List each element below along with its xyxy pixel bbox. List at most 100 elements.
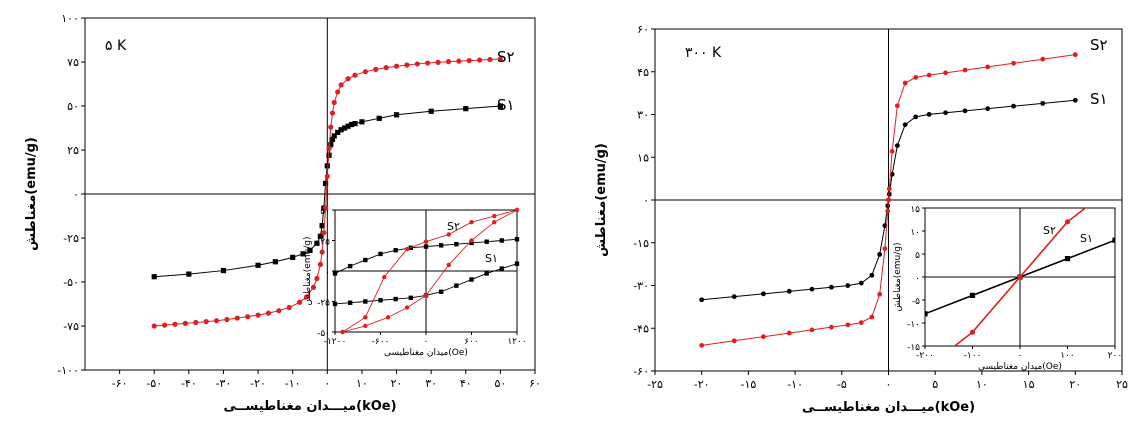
x-tick-label: ۱۰	[356, 377, 368, 390]
series-2-point	[265, 310, 272, 316]
inset-series-1-lower-point	[408, 295, 414, 301]
series-2-point	[335, 89, 341, 95]
series-2-point	[326, 145, 332, 151]
x-axis-label: میدان مغناطیسی(Oe)	[978, 362, 1062, 372]
y-tick-label: -۱۰	[907, 320, 920, 330]
series-label-2: S۲	[497, 48, 515, 66]
series-1-point	[913, 114, 919, 120]
inset-series-1-upper-point	[514, 237, 520, 242]
series-1-point	[869, 272, 875, 278]
series-2-point	[162, 322, 168, 328]
series-2-point	[414, 61, 420, 67]
x-tick-label: -۲۰	[250, 377, 266, 390]
y-axis-label: مغناطش(emu/g)	[303, 236, 313, 305]
series-2-point	[761, 334, 766, 340]
y-tick-label: ۲۵	[320, 238, 330, 248]
y-axis-label: مغناطش(emu/g)	[24, 137, 39, 251]
series-2-point	[1011, 60, 1016, 66]
series-2-point	[885, 208, 891, 214]
series-2-point	[151, 323, 157, 329]
y-tick-label: ۰	[643, 194, 649, 207]
series-1-point	[845, 283, 851, 288]
inset-series-2-upper-point	[469, 220, 474, 225]
y-tick-label: ۵۰	[320, 207, 330, 217]
x-tick-label: -۳۰	[216, 377, 232, 390]
series-2-point	[985, 64, 991, 70]
inset-series-label-2: S۲	[447, 220, 460, 233]
y-tick-label: ۵	[915, 251, 920, 261]
inset-series-2-upper-point	[492, 213, 497, 219]
x-tick-label: ۲۵	[1116, 378, 1128, 391]
x-tick-label: ۰	[424, 337, 429, 347]
inset-series-1-lower-point	[454, 283, 459, 288]
inset-series-1-point	[925, 311, 928, 317]
series-2-point	[845, 322, 851, 328]
series-2-point	[894, 103, 900, 109]
series-2-point	[858, 320, 864, 326]
x-tick-label: -۵	[837, 378, 847, 391]
series-2-point	[699, 342, 705, 348]
series-2-point	[317, 261, 323, 267]
series-2-point	[425, 60, 431, 66]
series-2-point	[877, 291, 883, 297]
inset-series-2-lower-point	[385, 315, 391, 320]
x-tick-label: -۱۰۰	[964, 351, 982, 361]
inset-series-2-upper-point	[446, 232, 451, 237]
inset-series-1-upper-point	[469, 240, 474, 246]
series-2-point	[962, 67, 968, 73]
x-tick-label: ۶۰	[529, 377, 541, 390]
inset-series-1-upper-point	[454, 241, 459, 247]
series-1-point	[307, 247, 313, 253]
series-1-point	[829, 284, 834, 290]
series-2-point	[352, 72, 358, 78]
inset-series-2-upper-point	[382, 274, 387, 280]
series-1-point	[1011, 103, 1016, 109]
x-tick-label: ۱۵	[1023, 378, 1035, 391]
series-2-point	[172, 321, 178, 327]
inset-series-1-upper-point	[438, 243, 444, 248]
series-2-point	[786, 330, 792, 336]
series-1-point	[300, 251, 306, 257]
series-2-point	[926, 72, 932, 78]
inset-series-2-lower-point	[469, 238, 474, 243]
series-1-point	[220, 267, 227, 274]
inset-series-1-upper-point	[332, 271, 338, 276]
inset-series-1-upper-point	[423, 244, 429, 249]
inset-series-1-upper-point	[378, 251, 383, 257]
inset-series-2-upper-point	[363, 315, 368, 320]
series-2-point	[286, 304, 292, 311]
series-2-point	[329, 110, 336, 116]
y-tick-label: -۳۰	[633, 280, 649, 293]
x-tick-label: ۱۲۰۰	[507, 337, 526, 347]
series-1-point	[731, 294, 737, 300]
inset-series-2-lower-point	[446, 262, 451, 268]
x-tick-label: ۴۰	[460, 377, 472, 390]
x-axis-label: میـــدان مغناطیســی(kOe)	[223, 399, 396, 414]
y-tick-label: ۰	[73, 188, 79, 201]
series-1-point	[335, 129, 341, 135]
inset-series-1-lower-point	[347, 300, 353, 305]
series-1-point	[926, 112, 932, 117]
series-1-point	[329, 136, 336, 143]
inset-panel-2: -۲۰۰ -۱۰۰ ۰ ۱۰۰ ۲۰۰ -۱۵ -۱۰ -۵ ۰ ۵ ۱۰ ۱۵ میدان مغناط…	[893, 205, 1122, 372]
x-tick-label: ۱۰	[976, 378, 988, 391]
x-tick-label: -۲۰	[694, 378, 710, 391]
inset-series-1-lower-point	[469, 277, 474, 282]
series-label-2: S۲	[1090, 36, 1108, 54]
x-tick-label: ۲۰	[391, 377, 403, 390]
inset-series-label-1: S۱	[485, 252, 498, 265]
y-tick-label: -۵۰	[317, 329, 330, 339]
inset-series-1-lower-point	[378, 298, 383, 303]
series-1-point	[943, 110, 948, 116]
y-tick-label: ۲۵	[67, 144, 79, 157]
series-1-point	[290, 254, 296, 260]
inset-series-1-point	[969, 292, 976, 298]
series-2-point	[213, 318, 220, 324]
y-tick-label: -۷۵	[63, 320, 79, 333]
series-2-point	[314, 275, 320, 282]
y-tick-label: -۲۵	[317, 299, 330, 309]
series-1-point	[699, 297, 705, 303]
inset-series-2-point	[969, 329, 976, 335]
series-2-point	[445, 59, 452, 65]
